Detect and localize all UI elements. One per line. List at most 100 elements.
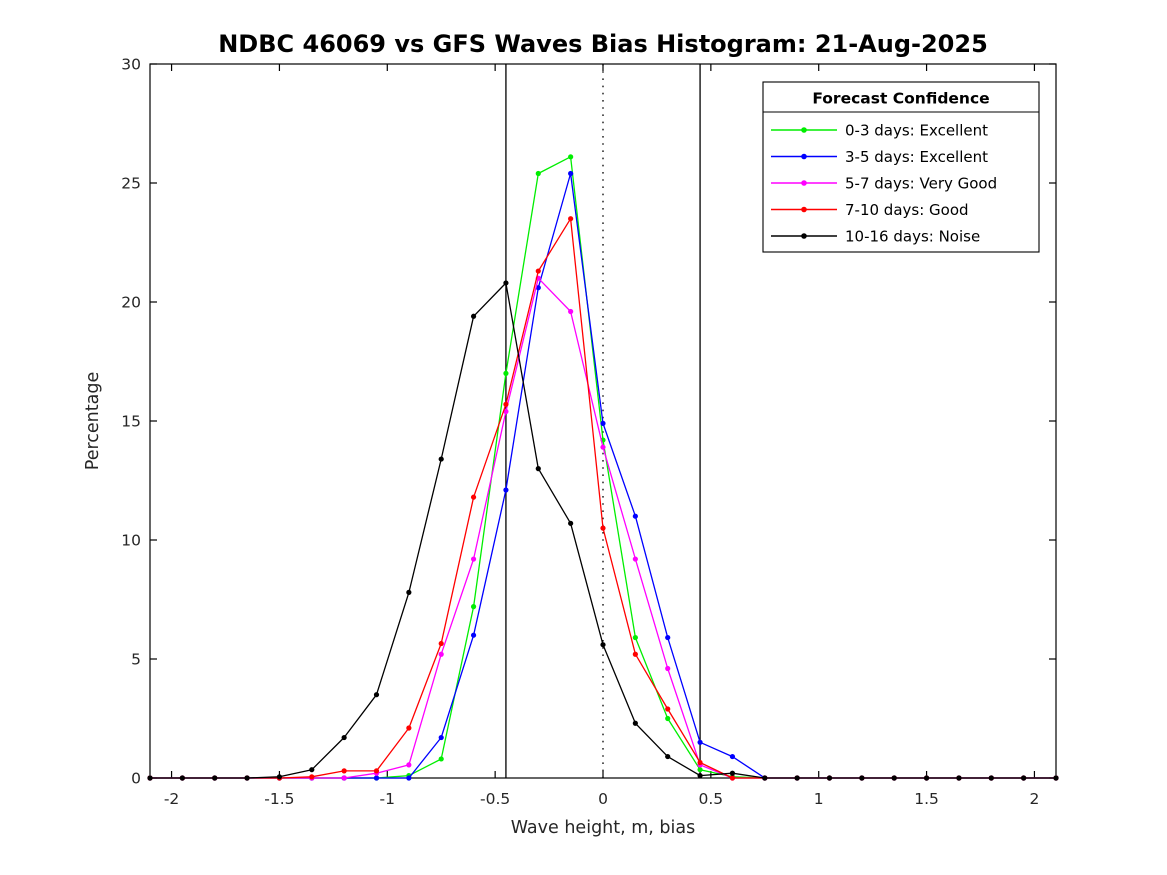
data-point-marker	[470, 632, 477, 638]
x-tick-label: -2	[164, 790, 179, 808]
data-point-marker	[535, 466, 541, 472]
data-point-marker	[276, 774, 283, 780]
legend-entry-10-16-days-noise: 10-16 days: Noise	[771, 228, 980, 246]
data-point-marker	[470, 313, 477, 319]
data-point-marker	[406, 775, 412, 781]
data-point-marker	[665, 753, 671, 760]
legend-marker	[801, 127, 807, 133]
legend-marker	[801, 180, 807, 186]
data-point-marker	[212, 775, 218, 781]
y-tick-label: 0	[131, 770, 141, 788]
data-point-marker	[1021, 775, 1027, 781]
data-point-marker	[341, 734, 347, 741]
data-point-marker	[1053, 775, 1059, 781]
data-point-marker	[470, 556, 477, 562]
x-tick-label: 1.5	[914, 790, 939, 808]
data-point-marker	[632, 513, 638, 519]
legend-entry-label: 3-5 days: Excellent	[845, 148, 988, 166]
data-point-marker	[438, 640, 444, 647]
data-point-marker	[988, 775, 994, 781]
series-10-16-days-noise	[147, 280, 1059, 781]
data-point-marker	[632, 634, 638, 641]
x-tick-label: 0	[598, 790, 608, 808]
x-tick-label: 2	[1029, 790, 1039, 808]
data-point-marker	[600, 642, 606, 648]
legend-entry-label: 0-3 days: Excellent	[845, 122, 988, 140]
data-point-marker	[729, 775, 736, 781]
legend-marker	[801, 233, 807, 239]
x-tick-label: -0.5	[480, 790, 510, 808]
data-point-marker	[147, 775, 153, 781]
legend-entry-label: 10-16 days: Noise	[845, 228, 980, 246]
x-axis-ticks: -2 -1.5 -1 -0.5 0 0.5 1 1.5 2	[164, 64, 1039, 808]
data-point-marker	[438, 456, 444, 462]
data-point-marker	[406, 725, 412, 731]
data-point-marker	[406, 589, 412, 595]
data-point-marker	[891, 775, 897, 781]
data-point-marker	[794, 775, 800, 781]
x-tick-label: -1.5	[264, 790, 294, 808]
data-point-marker	[406, 762, 412, 768]
data-point-marker	[632, 556, 638, 562]
data-point-marker	[859, 775, 865, 781]
data-point-marker	[438, 756, 444, 762]
data-point-marker	[535, 285, 541, 291]
data-point-marker	[503, 280, 509, 286]
data-point-marker	[373, 692, 380, 698]
data-point-marker	[503, 401, 509, 407]
legend-title: Forecast Confidence	[812, 90, 989, 108]
data-point-marker	[568, 154, 574, 160]
data-point-marker	[956, 775, 962, 781]
data-point-marker	[535, 170, 541, 177]
data-point-marker	[697, 759, 703, 766]
data-point-marker	[179, 775, 185, 781]
legend: Forecast Confidence 0-3 days: Excellent 3-…	[762, 81, 1040, 253]
data-point-marker	[341, 768, 347, 774]
data-point-marker	[568, 308, 574, 315]
data-point-marker	[373, 775, 380, 781]
data-point-marker	[923, 775, 930, 781]
data-point-marker	[341, 775, 347, 781]
data-point-marker	[568, 216, 574, 222]
data-point-marker	[470, 494, 477, 500]
x-tick-label: 0.5	[699, 790, 724, 808]
y-axis-ticks: 0 5 10 15 20 25 30	[121, 56, 1056, 788]
legend-entry-7-10-days-good: 7-10 days: Good	[771, 201, 969, 219]
x-tick-label: 1	[814, 790, 824, 808]
data-point-marker	[309, 767, 315, 773]
data-point-marker	[438, 651, 444, 657]
x-axis-label: Wave height, m, bias	[511, 818, 696, 838]
data-point-marker	[600, 525, 606, 531]
x-tick-label: -1	[380, 790, 395, 808]
legend-entry-5-7-days-very-good: 5-7 days: Very Good	[771, 175, 997, 193]
data-point-marker	[697, 767, 703, 773]
data-point-marker	[729, 753, 736, 760]
data-point-marker	[729, 770, 736, 776]
chart-title: NDBC 46069 vs GFS Waves Bias Histogram: …	[218, 30, 988, 58]
legend-box	[762, 81, 1040, 253]
data-point-marker	[438, 734, 444, 741]
data-point-marker	[697, 773, 703, 779]
y-tick-label: 5	[131, 651, 141, 669]
data-point-marker	[762, 775, 768, 781]
legend-marker	[801, 153, 807, 160]
data-point-marker	[373, 768, 380, 774]
data-point-marker	[600, 420, 606, 426]
data-point-marker	[665, 665, 671, 672]
data-point-marker	[665, 706, 671, 712]
legend-marker	[801, 206, 807, 213]
data-point-marker	[697, 739, 703, 745]
y-tick-label: 20	[121, 294, 141, 312]
data-point-marker	[665, 634, 671, 641]
data-point-marker	[632, 720, 638, 726]
data-point-marker	[568, 170, 574, 177]
data-point-marker	[503, 487, 509, 493]
data-point-marker	[600, 444, 606, 450]
legend-entry-0-3-days-excellent: 0-3 days: Excellent	[771, 122, 988, 140]
data-point-marker	[826, 775, 833, 781]
data-point-marker	[470, 604, 477, 610]
legend-entry-label: 7-10 days: Good	[845, 201, 969, 219]
data-point-marker	[665, 715, 671, 722]
